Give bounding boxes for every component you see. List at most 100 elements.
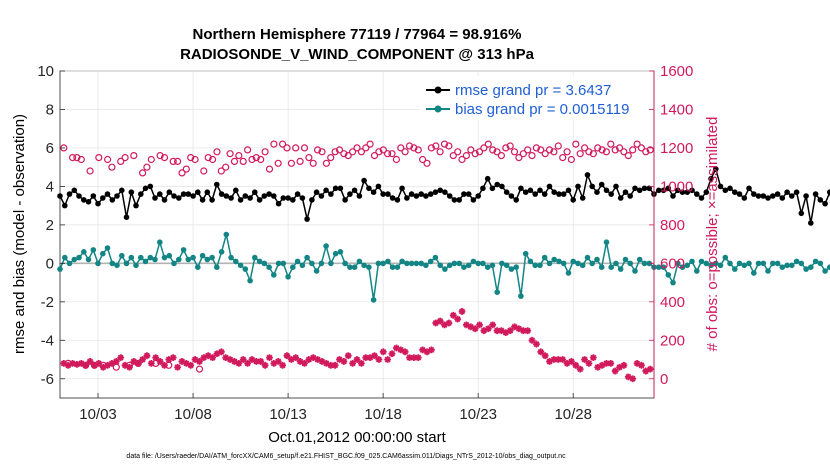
bias-point [185, 256, 192, 263]
assimilated-point [528, 336, 536, 344]
bias-point [119, 252, 125, 259]
assimilated-point [362, 354, 370, 362]
rmse-point [470, 197, 477, 203]
possible-point [213, 148, 221, 156]
bias-point [109, 260, 116, 267]
assimilated-point [217, 348, 225, 356]
bias-point [418, 260, 425, 267]
y-tick-label: 2 [46, 217, 54, 234]
possible-point [567, 155, 576, 164]
bias-point [660, 264, 667, 271]
possible-point [309, 159, 317, 167]
assimilated-point [86, 358, 94, 365]
possible-point [95, 154, 103, 162]
rmse-point [675, 187, 681, 194]
possible-point [327, 154, 335, 162]
rmse-point [389, 195, 396, 201]
bias-point [442, 266, 448, 272]
rmse-point [190, 193, 196, 199]
bias-point [290, 264, 296, 271]
bias-point [817, 260, 824, 267]
rmse-point [527, 187, 534, 194]
rmse-point [342, 197, 348, 203]
rmse-point [636, 187, 643, 194]
bias-point [694, 268, 700, 274]
rmse-point [275, 200, 282, 207]
possible-point [235, 152, 243, 160]
rmse-point [437, 187, 444, 194]
assimilated-point [432, 319, 440, 327]
bias-point [565, 270, 572, 276]
bias-point [228, 254, 234, 261]
possible-point [432, 142, 440, 150]
possible-point [414, 146, 422, 154]
bias-point [275, 260, 282, 267]
possible-point [77, 155, 85, 164]
bias-point [157, 239, 163, 245]
bias-point [361, 262, 367, 269]
assimilated-point [384, 356, 392, 363]
rmse-point [123, 214, 130, 220]
rmse-point [679, 189, 686, 195]
assimilated-point [349, 359, 357, 367]
assimilated-point [449, 311, 457, 319]
bias-point [689, 258, 695, 265]
possible-point [528, 152, 536, 160]
possible-point [537, 146, 545, 154]
bias-point [503, 262, 510, 269]
assimilated-point [143, 352, 151, 360]
assimilated-point [187, 361, 195, 369]
possible-point [594, 144, 602, 152]
assimilated-point [550, 356, 558, 363]
bias-point [532, 262, 538, 269]
bias-point [470, 258, 477, 265]
rmse-point [304, 216, 310, 222]
assimilated-point [344, 352, 352, 360]
possible-point [388, 150, 396, 158]
assimilated-point [572, 361, 580, 369]
series-rmse [57, 166, 830, 226]
possible-point [117, 157, 125, 165]
assimilated-point [174, 363, 181, 371]
rmse-point [803, 193, 809, 199]
assimilated-point [266, 354, 273, 362]
bias-point [803, 266, 809, 272]
rmse-point [442, 189, 448, 195]
possible-point [182, 165, 190, 173]
rmse-point [161, 197, 168, 203]
possible-point [611, 146, 619, 154]
bias-point [632, 268, 638, 274]
possible-point [624, 152, 632, 160]
rmse-point [503, 189, 510, 195]
assimilated-point [436, 317, 444, 325]
assimilated-point [559, 356, 567, 363]
possible-point [265, 165, 274, 173]
bias-point [166, 252, 173, 259]
rmse-point [62, 202, 68, 209]
possible-point [331, 148, 339, 156]
assimilated-point [624, 373, 632, 381]
possible-point [585, 148, 593, 156]
rmse-point [171, 193, 177, 199]
assimilated-point [139, 356, 146, 363]
rmse-point [95, 200, 101, 207]
rmse-point [195, 189, 201, 195]
rmse-point [779, 195, 786, 201]
possible-point [462, 152, 470, 160]
assimilated-point [463, 321, 470, 329]
rmse-point [489, 185, 496, 192]
bias-point [551, 256, 557, 263]
possible-point [454, 148, 462, 156]
possible-point [397, 144, 405, 152]
assimilated-point [638, 361, 645, 369]
possible-point [156, 152, 164, 160]
rmse-point [727, 185, 733, 192]
bias-point [62, 254, 68, 261]
x-tick-label: 10/13 [269, 406, 307, 423]
possible-point [559, 154, 567, 162]
rmse-point [104, 191, 111, 197]
rmse-point [622, 189, 629, 195]
bias-point [670, 279, 676, 286]
bias-point [746, 260, 752, 267]
rmse-point [218, 191, 225, 197]
